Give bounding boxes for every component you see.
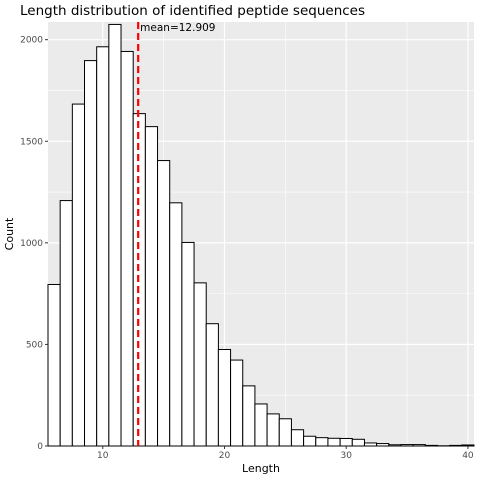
- y-tick-label: 0: [37, 442, 43, 452]
- y-tick-label: 1000: [20, 239, 43, 249]
- histogram-bar: [449, 444, 463, 447]
- histogram-bar: [71, 103, 86, 447]
- histogram-bar: [193, 282, 207, 447]
- histogram-bar: [339, 437, 353, 447]
- x-tick-label: 20: [219, 451, 231, 461]
- histogram-bar: [120, 50, 134, 447]
- histogram-bar: [424, 444, 438, 447]
- histogram-bars: [47, 23, 475, 447]
- histogram-bar: [169, 202, 183, 447]
- x-axis-title: Length: [242, 462, 280, 475]
- histogram-bar: [132, 113, 146, 447]
- histogram-bar: [327, 437, 341, 447]
- histogram-bar: [157, 160, 171, 447]
- x-axis-ticks: 10 20 30 40: [97, 446, 474, 461]
- histogram-bar: [254, 403, 268, 447]
- histogram-bar: [144, 126, 159, 447]
- histogram-bar: [303, 435, 317, 447]
- histogram-bar: [181, 241, 195, 447]
- histogram-bar: [84, 60, 98, 447]
- histogram-bar: [412, 444, 426, 447]
- histogram-bar: [278, 418, 292, 447]
- histogram-bar: [388, 444, 402, 447]
- y-tick-label: 500: [26, 340, 43, 350]
- y-axis-title: Count: [3, 217, 16, 250]
- y-tick-label: 1500: [20, 137, 43, 147]
- y-tick-label: 2000: [20, 36, 43, 46]
- histogram-bar: [266, 413, 280, 447]
- histogram-bar: [205, 323, 219, 447]
- y-axis-ticks: 0 500 1000 1500 2000: [20, 36, 48, 452]
- histogram-bar: [59, 200, 73, 447]
- x-tick-label: 40: [462, 451, 474, 461]
- x-tick-label: 10: [97, 451, 109, 461]
- histogram-bar: [47, 283, 61, 447]
- chart-title: Length distribution of identified peptid…: [20, 3, 365, 19]
- histogram-bar: [217, 348, 232, 447]
- histogram-bar: [400, 444, 414, 447]
- mean-annotation: mean=12.909: [140, 22, 215, 34]
- histogram-bar: [461, 444, 475, 447]
- histogram-bar: [96, 46, 110, 447]
- histogram-bar: [376, 443, 390, 447]
- histogram-bar: [230, 359, 244, 447]
- x-tick-label: 30: [340, 451, 352, 461]
- histogram-bar: [315, 437, 329, 447]
- histogram-bar: [351, 438, 365, 447]
- histogram-bar: [290, 429, 305, 447]
- histogram-bar: [242, 385, 256, 447]
- histogram-bar: [108, 23, 122, 447]
- histogram-bar: [363, 442, 378, 447]
